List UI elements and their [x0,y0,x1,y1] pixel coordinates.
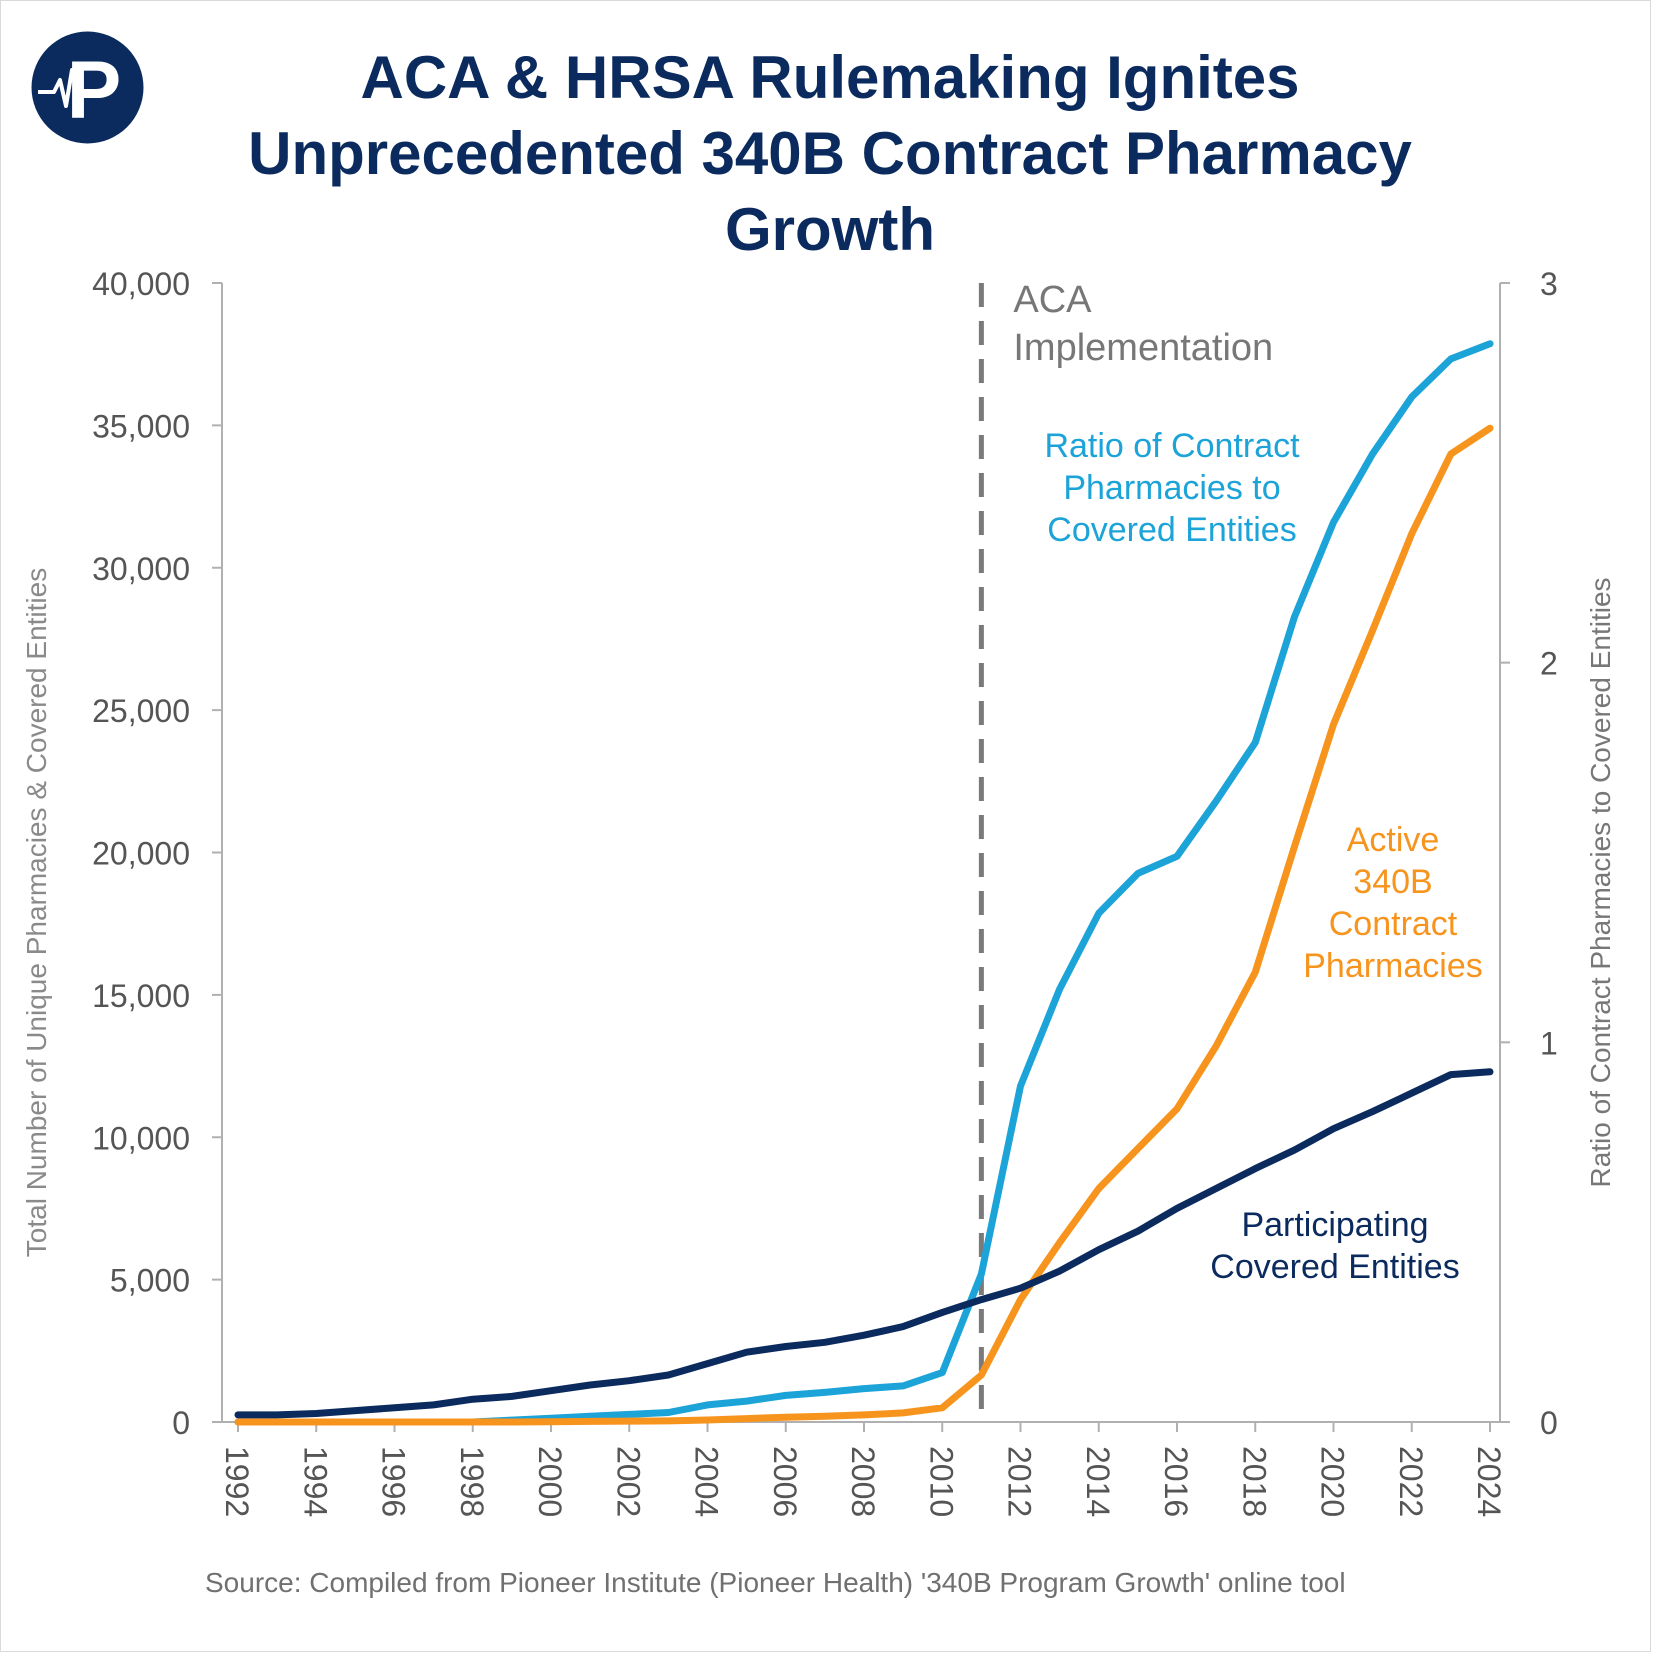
x-tick-label: 2008 [845,1446,881,1517]
x-tick-label: 2002 [610,1446,646,1517]
x-tick-label: 2022 [1393,1446,1429,1517]
x-tick-label: 2000 [532,1446,568,1517]
right-y-tick-label: 3 [1540,266,1558,302]
left-y-axis-title: Total Number of Unique Pharmacies & Cove… [21,568,52,1257]
x-tick-label: 2012 [1002,1446,1038,1517]
x-tick-label: 1994 [297,1446,333,1517]
left-y-tick-label: 30,000 [92,551,190,587]
left-y-tick-label: 15,000 [92,978,190,1014]
pharmacies-series-label: Contract [1329,905,1458,943]
entities-series-label: Covered Entities [1210,1248,1459,1286]
ratio-series-label: Covered Entities [1047,511,1296,549]
left-y-tick-label: 40,000 [92,266,190,302]
aca-annotation-text: Implementation [1013,327,1273,369]
pharmacies-series-label: Pharmacies [1303,947,1483,985]
x-tick-label: 2020 [1315,1446,1351,1517]
right-y-tick-label: 2 [1540,646,1558,682]
pioneer-health-logo: P [31,31,144,144]
x-tick-label: 1992 [219,1446,255,1517]
entities-series-label: Participating [1241,1206,1428,1244]
x-tick-label: 2024 [1471,1446,1507,1517]
aca-annotation-text: ACA [1013,279,1092,321]
left-y-tick-label: 5,000 [110,1263,190,1299]
x-tick-label: 2018 [1236,1446,1272,1517]
left-y-tick-label: 25,000 [92,693,190,729]
left-y-tick-label: 20,000 [92,836,190,872]
page-title: ACA & HRSA Rulemaking Ignites Unpreceden… [248,44,1412,263]
right-y-tick-label: 1 [1540,1025,1558,1061]
pharmacies-line [234,424,1494,1426]
x-tick-label: 2016 [1158,1446,1194,1517]
x-tick-label: 1996 [376,1446,412,1517]
ratio-series-label: Pharmacies to [1063,469,1280,507]
left-y-tick-label: 35,000 [92,408,190,444]
x-tick-label: 1998 [454,1446,490,1517]
entities-line [234,1068,1494,1419]
x-tick-label: 2004 [689,1446,725,1517]
left-y-tick-label: 10,000 [92,1120,190,1156]
right-y-axis-title: Ratio of Contract Pharmacies to Covered … [1585,577,1616,1187]
pharmacies-series-label: 340B [1353,863,1432,901]
x-tick-label: 2006 [767,1446,803,1517]
source-note: Source: Compiled from Pioneer Institute … [205,1567,1346,1598]
x-tick-label: 2014 [1080,1446,1116,1517]
ratio-series-label: Ratio of Contract [1044,427,1300,465]
pharmacies-series-label: Active [1347,821,1440,859]
left-y-tick-label: 0 [172,1405,190,1441]
x-tick-label: 2010 [923,1446,959,1517]
right-y-tick-label: 0 [1540,1405,1558,1441]
